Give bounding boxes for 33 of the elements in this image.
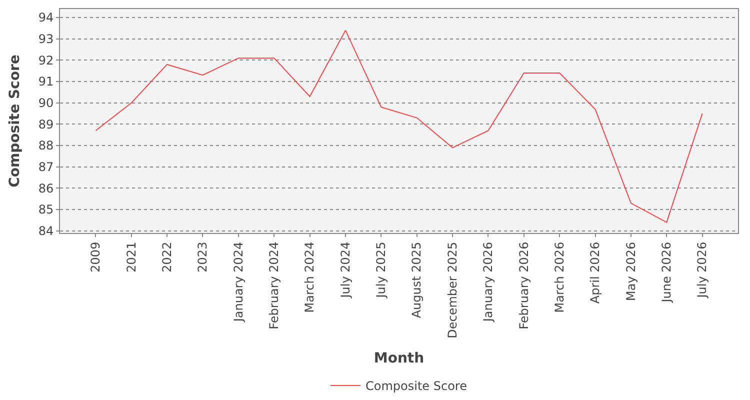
x-tick-label: June 2026: [660, 242, 674, 304]
y-tick-label: 84: [38, 224, 54, 238]
x-tick-label: August 2025: [410, 242, 424, 318]
x-tick-label: February 2024: [267, 242, 282, 330]
x-tick-label: 2021: [124, 242, 138, 272]
line-series: [95, 30, 703, 223]
y-tick-label: 88: [38, 138, 54, 153]
y-tick-label: 91: [38, 74, 54, 89]
x-axis-title: Month: [374, 350, 424, 367]
y-tick-label: 87: [38, 160, 54, 174]
x-tick-label: July 2024: [338, 242, 352, 299]
x-tick-label: January 2026: [481, 242, 496, 323]
legend-label: Composite Score: [366, 379, 467, 394]
x-tick-label: March 2026: [552, 242, 566, 313]
x-tick-label: May 2026: [624, 242, 638, 301]
x-tick-label: 2023: [196, 242, 210, 272]
y-tick-label: 94: [38, 10, 54, 25]
x-tick-label: February 2026: [516, 242, 531, 330]
x-tick-label: 2022: [160, 242, 174, 272]
y-tick-label: 90: [38, 96, 54, 110]
x-tick-label: April 2026: [588, 242, 602, 304]
x-tick-label: March 2024: [302, 242, 317, 313]
x-tick-label: January 2024: [231, 242, 246, 323]
y-tick-label: 93: [38, 32, 54, 46]
y-tick-label: 86: [38, 181, 54, 196]
x-tick-label: December 2025: [445, 242, 460, 338]
y-tick-label: 92: [38, 53, 54, 68]
y-axis-title: Composite Score: [6, 54, 23, 188]
x-tick-label: July 2025: [374, 242, 388, 299]
y-tick-label: 85: [38, 202, 54, 217]
x-tick-label: 2009: [88, 242, 103, 272]
y-tick-label: 89: [38, 117, 54, 132]
x-tick-label: July 2026: [695, 242, 710, 299]
